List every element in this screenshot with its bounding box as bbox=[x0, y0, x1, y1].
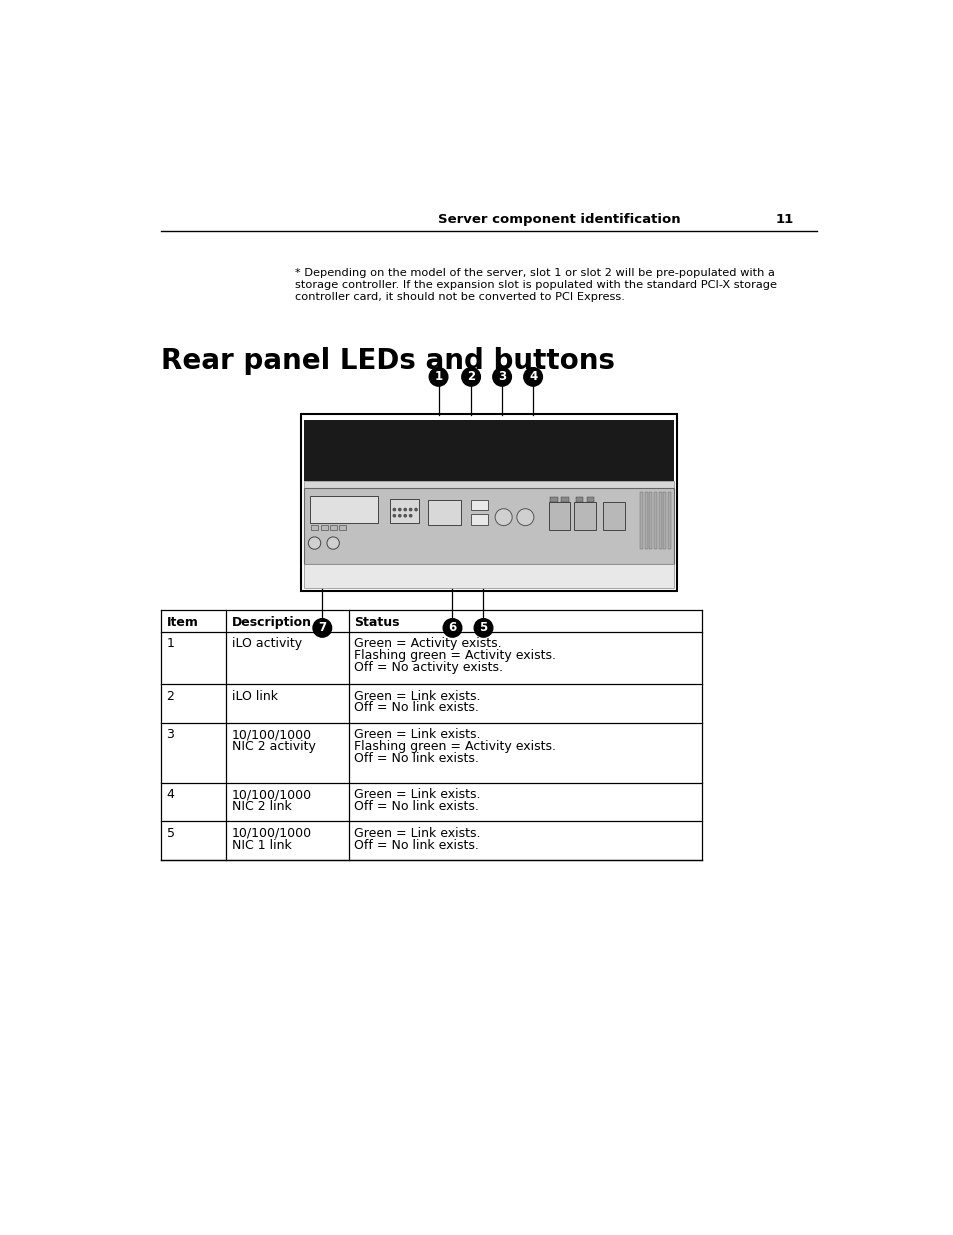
Bar bbox=[390, 499, 418, 522]
Circle shape bbox=[493, 368, 511, 387]
Bar bbox=[311, 525, 318, 530]
Bar bbox=[310, 495, 377, 522]
Circle shape bbox=[409, 509, 412, 511]
Text: Green = Link exists.: Green = Link exists. bbox=[354, 788, 480, 802]
Circle shape bbox=[474, 619, 493, 637]
Circle shape bbox=[327, 537, 339, 550]
Circle shape bbox=[461, 368, 480, 387]
Text: 5: 5 bbox=[478, 621, 487, 635]
Text: 10/100/1000: 10/100/1000 bbox=[232, 727, 312, 741]
Text: 11: 11 bbox=[775, 212, 793, 226]
Bar bbox=[586, 498, 594, 501]
Bar bbox=[548, 503, 570, 530]
Text: Green = Activity exists.: Green = Activity exists. bbox=[354, 637, 501, 650]
Bar bbox=[320, 525, 328, 530]
Circle shape bbox=[415, 509, 416, 511]
Bar bbox=[300, 414, 677, 592]
Bar bbox=[639, 492, 642, 550]
Circle shape bbox=[398, 509, 400, 511]
Bar bbox=[667, 492, 670, 550]
Bar bbox=[649, 492, 652, 550]
Text: controller card, it should not be converted to PCI Express.: controller card, it should not be conver… bbox=[294, 293, 624, 303]
Bar bbox=[662, 492, 666, 550]
Text: 5: 5 bbox=[167, 826, 174, 840]
Text: 1: 1 bbox=[167, 637, 174, 650]
Bar bbox=[428, 500, 460, 525]
Text: NIC 1 link: NIC 1 link bbox=[232, 839, 291, 851]
Text: 4: 4 bbox=[528, 370, 537, 383]
Text: Off = No link exists.: Off = No link exists. bbox=[354, 839, 478, 851]
Text: 4: 4 bbox=[167, 788, 174, 802]
Bar bbox=[339, 525, 346, 530]
Circle shape bbox=[313, 619, 332, 637]
Text: 10/100/1000: 10/100/1000 bbox=[232, 788, 312, 802]
Bar bbox=[574, 503, 596, 530]
Text: Off = No link exists.: Off = No link exists. bbox=[354, 701, 478, 714]
Text: Green = Link exists.: Green = Link exists. bbox=[354, 689, 480, 703]
Text: Item: Item bbox=[167, 615, 198, 629]
Text: 3: 3 bbox=[167, 727, 174, 741]
Circle shape bbox=[429, 368, 447, 387]
Text: Status: Status bbox=[354, 615, 399, 629]
Bar bbox=[644, 492, 647, 550]
Bar bbox=[658, 492, 661, 550]
Text: Flashing green = Activity exists.: Flashing green = Activity exists. bbox=[354, 740, 556, 753]
Text: iLO link: iLO link bbox=[232, 689, 277, 703]
Circle shape bbox=[393, 515, 395, 517]
Text: Description: Description bbox=[232, 615, 312, 629]
Bar bbox=[575, 498, 583, 501]
Bar bbox=[471, 514, 488, 525]
Circle shape bbox=[404, 515, 406, 517]
Circle shape bbox=[398, 515, 400, 517]
Bar bbox=[560, 498, 568, 501]
Text: Green = Link exists.: Green = Link exists. bbox=[354, 727, 480, 741]
Bar bbox=[654, 492, 657, 550]
Circle shape bbox=[404, 509, 406, 511]
Text: Rear panel LEDs and buttons: Rear panel LEDs and buttons bbox=[161, 347, 615, 375]
Circle shape bbox=[523, 368, 542, 387]
Text: 1: 1 bbox=[434, 370, 442, 383]
Text: Server component identification: Server component identification bbox=[437, 212, 679, 226]
Text: iLO activity: iLO activity bbox=[232, 637, 301, 650]
Bar bbox=[303, 564, 674, 588]
Text: 7: 7 bbox=[318, 621, 326, 635]
Circle shape bbox=[409, 515, 412, 517]
Text: Off = No link exists.: Off = No link exists. bbox=[354, 800, 478, 813]
Bar bbox=[303, 482, 674, 488]
Text: Off = No activity exists.: Off = No activity exists. bbox=[354, 661, 502, 674]
Bar bbox=[550, 498, 558, 501]
Bar bbox=[602, 503, 624, 530]
Circle shape bbox=[443, 619, 461, 637]
Circle shape bbox=[495, 509, 512, 526]
Text: 6: 6 bbox=[448, 621, 456, 635]
Text: Green = Link exists.: Green = Link exists. bbox=[354, 826, 480, 840]
Text: 2: 2 bbox=[467, 370, 475, 383]
Circle shape bbox=[517, 509, 534, 526]
Text: 2: 2 bbox=[167, 689, 174, 703]
Text: * Depending on the model of the server, slot 1 or slot 2 will be pre-populated w: * Depending on the model of the server, … bbox=[294, 268, 774, 278]
Text: NIC 2 link: NIC 2 link bbox=[232, 800, 291, 813]
Text: storage controller. If the expansion slot is populated with the standard PCI-X s: storage controller. If the expansion slo… bbox=[294, 280, 777, 290]
Bar bbox=[471, 499, 488, 510]
Text: Off = No link exists.: Off = No link exists. bbox=[354, 752, 478, 764]
Circle shape bbox=[393, 509, 395, 511]
Text: 3: 3 bbox=[497, 370, 506, 383]
Circle shape bbox=[308, 537, 320, 550]
Text: NIC 2 activity: NIC 2 activity bbox=[232, 740, 315, 753]
Bar bbox=[303, 488, 674, 564]
Bar bbox=[330, 525, 336, 530]
Text: 10/100/1000: 10/100/1000 bbox=[232, 826, 312, 840]
Bar bbox=[303, 420, 674, 482]
Text: Flashing green = Activity exists.: Flashing green = Activity exists. bbox=[354, 650, 556, 662]
